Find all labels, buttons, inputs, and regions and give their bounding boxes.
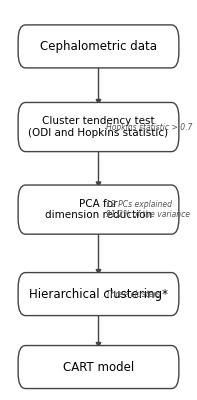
Text: Three clusters: Three clusters — [106, 290, 161, 298]
Text: 12 PCs explained
91.2% of the variance: 12 PCs explained 91.2% of the variance — [106, 200, 190, 219]
FancyBboxPatch shape — [18, 185, 179, 234]
Text: Hopkins statistic > 0.7: Hopkins statistic > 0.7 — [106, 122, 192, 132]
Text: Hierarchical clustering*: Hierarchical clustering* — [29, 288, 168, 300]
Text: Cluster tendency test
(ODI and Hopkins statistic): Cluster tendency test (ODI and Hopkins s… — [28, 116, 169, 138]
Text: PCA for
dimension reduction: PCA for dimension reduction — [45, 199, 152, 220]
FancyBboxPatch shape — [18, 346, 179, 388]
Text: CART model: CART model — [63, 360, 134, 374]
FancyBboxPatch shape — [18, 102, 179, 152]
FancyBboxPatch shape — [18, 25, 179, 68]
FancyBboxPatch shape — [18, 272, 179, 316]
Text: Cephalometric data: Cephalometric data — [40, 40, 157, 53]
